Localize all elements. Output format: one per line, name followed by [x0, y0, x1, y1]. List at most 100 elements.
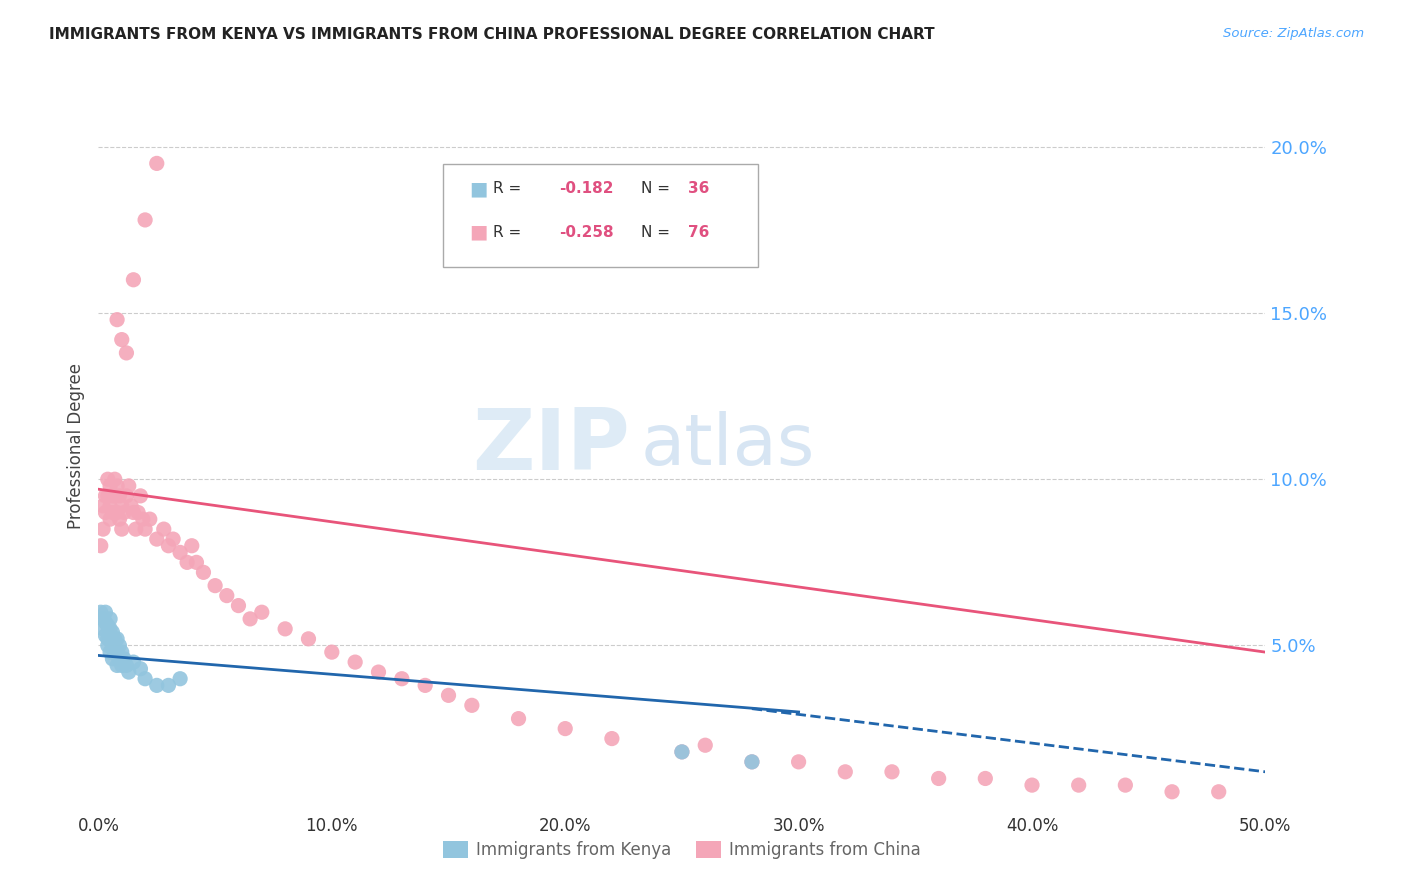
Point: [94, 615, 117, 630]
Point: [367, 665, 389, 679]
Text: -0.182: -0.182: [560, 181, 614, 196]
Point: [215, 589, 238, 603]
Point: [111, 333, 134, 347]
Text: IMMIGRANTS FROM KENYA VS IMMIGRANTS FROM CHINA PROFESSIONAL DEGREE CORRELATION C: IMMIGRANTS FROM KENYA VS IMMIGRANTS FROM…: [49, 27, 935, 42]
Point: [101, 639, 124, 653]
Point: [94, 506, 117, 520]
Point: [91, 522, 114, 536]
Point: [115, 346, 138, 360]
Point: [98, 512, 121, 526]
Point: [600, 731, 623, 746]
Point: [111, 645, 134, 659]
Point: [162, 532, 184, 546]
Point: [134, 213, 156, 227]
Point: [1208, 785, 1230, 799]
Point: [228, 599, 250, 613]
Point: [104, 632, 127, 646]
Point: [193, 566, 215, 580]
Point: [461, 698, 484, 713]
Point: [105, 632, 128, 646]
Point: [741, 755, 763, 769]
Point: [97, 639, 120, 653]
Point: [122, 506, 145, 520]
Point: [91, 622, 114, 636]
Point: [169, 545, 191, 559]
Text: -0.258: -0.258: [560, 225, 614, 240]
Point: [176, 555, 198, 569]
Point: [186, 555, 208, 569]
Text: R =: R =: [494, 181, 522, 196]
Point: [204, 579, 226, 593]
Point: [146, 532, 169, 546]
Point: [118, 479, 141, 493]
Point: [787, 755, 810, 769]
Point: [115, 658, 138, 673]
Point: [98, 645, 121, 659]
Point: [91, 499, 114, 513]
Point: [671, 745, 693, 759]
Point: [108, 639, 131, 653]
Point: [98, 612, 121, 626]
Point: [104, 645, 127, 659]
Point: [97, 618, 120, 632]
Point: [94, 489, 117, 503]
Point: [97, 472, 120, 486]
Point: [134, 522, 156, 536]
Point: [928, 772, 950, 786]
Point: [157, 678, 180, 692]
Point: [105, 312, 128, 326]
Point: [112, 652, 135, 666]
Point: [108, 489, 131, 503]
Point: [508, 712, 530, 726]
Point: [554, 722, 576, 736]
Point: [132, 512, 155, 526]
Point: [157, 539, 180, 553]
Point: [125, 522, 148, 536]
Point: [122, 655, 145, 669]
Point: [90, 605, 112, 619]
Point: [152, 522, 174, 536]
Point: [274, 622, 297, 636]
Text: N =: N =: [641, 225, 671, 240]
Point: [101, 652, 124, 666]
Point: [98, 622, 121, 636]
Point: [391, 672, 413, 686]
Point: [180, 539, 202, 553]
Text: 36: 36: [688, 181, 709, 196]
Point: [437, 689, 460, 703]
Point: [94, 605, 117, 619]
Point: [834, 764, 856, 779]
Point: [321, 645, 343, 659]
Point: [120, 499, 142, 513]
Point: [104, 489, 127, 503]
Point: [1067, 778, 1090, 792]
Point: [108, 512, 131, 526]
Point: [108, 652, 131, 666]
Point: [97, 632, 120, 646]
Point: [105, 506, 128, 520]
Point: [880, 764, 903, 779]
Point: [111, 499, 134, 513]
Point: [94, 628, 117, 642]
Point: [111, 658, 134, 673]
Point: [413, 678, 436, 692]
Point: [105, 645, 128, 659]
Point: [105, 658, 128, 673]
Point: [101, 489, 124, 503]
Point: [91, 612, 114, 626]
Point: [129, 489, 152, 503]
Text: N =: N =: [641, 181, 671, 196]
Text: atlas: atlas: [641, 411, 815, 481]
Point: [741, 755, 763, 769]
Text: R =: R =: [494, 225, 522, 240]
Y-axis label: Professional Degree: Professional Degree: [66, 363, 84, 529]
Text: ■: ■: [470, 223, 488, 242]
Point: [134, 672, 156, 686]
Point: [344, 655, 367, 669]
Point: [146, 156, 169, 170]
Point: [1161, 785, 1184, 799]
Point: [139, 512, 162, 526]
Point: [250, 605, 273, 619]
Point: [104, 472, 127, 486]
Point: [127, 506, 149, 520]
